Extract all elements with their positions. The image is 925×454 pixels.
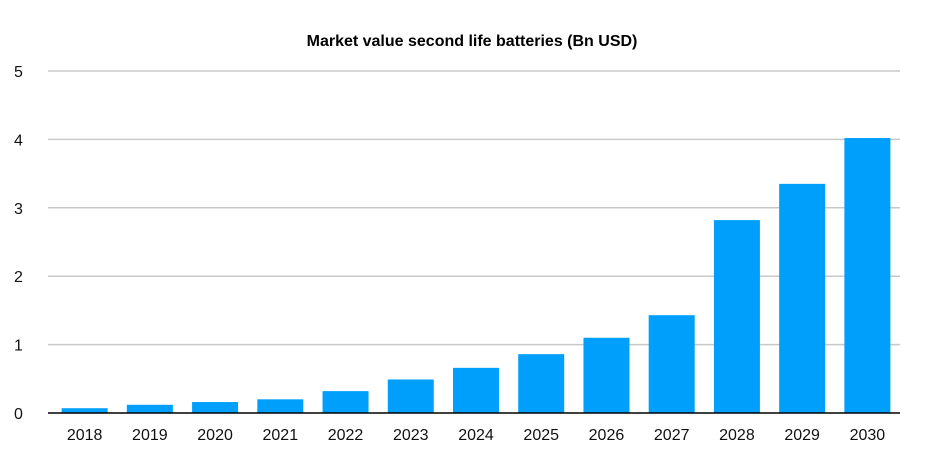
x-tick-label: 2025 bbox=[523, 427, 559, 444]
bar-2019 bbox=[126, 404, 173, 413]
bar-2024 bbox=[453, 367, 499, 413]
y-tick-label: 4 bbox=[14, 132, 23, 149]
y-tick-label: 3 bbox=[14, 201, 23, 218]
x-tick-label: 2023 bbox=[393, 427, 429, 444]
bar-2020 bbox=[192, 402, 239, 413]
y-axis-ticks: 0 1 2 3 4 5 bbox=[14, 64, 23, 423]
chart-title: Market value second life batteries (Bn U… bbox=[307, 33, 638, 50]
bar-2021 bbox=[257, 399, 304, 413]
y-tick-label: 1 bbox=[14, 338, 23, 355]
x-tick-label: 2027 bbox=[654, 427, 690, 444]
bar-2027 bbox=[648, 315, 695, 413]
y-tick-label: 2 bbox=[14, 269, 23, 286]
x-axis-ticks: 2018 2019 2020 2021 2022 2023 2024 2025 2026 2027… bbox=[67, 427, 885, 444]
x-tick-label: 2019 bbox=[132, 427, 168, 444]
bar-2018 bbox=[61, 408, 108, 413]
bar-2022 bbox=[322, 391, 369, 413]
x-tick-label: 2018 bbox=[67, 427, 103, 444]
x-tick-label: 2020 bbox=[197, 427, 233, 444]
y-tick-label: 5 bbox=[14, 64, 23, 81]
bar-2030 bbox=[844, 138, 891, 414]
bar-2025 bbox=[518, 354, 565, 413]
x-tick-label: 2024 bbox=[458, 427, 494, 444]
grid-lines bbox=[48, 70, 900, 346]
bars bbox=[61, 138, 891, 414]
x-tick-label: 2022 bbox=[328, 427, 364, 444]
x-tick-label: 2030 bbox=[850, 427, 886, 444]
y-tick-label: 0 bbox=[14, 406, 23, 423]
x-tick-label: 2021 bbox=[263, 427, 299, 444]
bar-2028 bbox=[713, 220, 760, 413]
bar-2026 bbox=[583, 337, 630, 413]
x-tick-label: 2026 bbox=[589, 427, 625, 444]
x-tick-label: 2028 bbox=[719, 427, 755, 444]
bar-2029 bbox=[779, 183, 826, 413]
bar-2023 bbox=[387, 379, 434, 413]
x-tick-label: 2029 bbox=[784, 427, 820, 444]
